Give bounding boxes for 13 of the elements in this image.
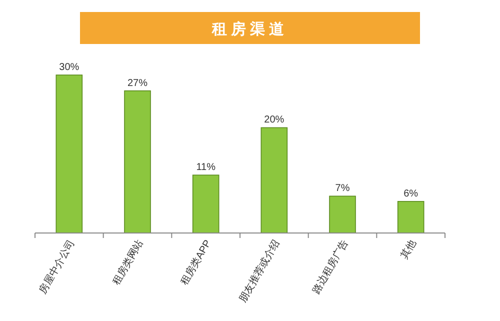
x-tick-label: 朋友推荐或介绍 (236, 238, 282, 304)
title: 租房渠道 (80, 12, 420, 44)
x-tick-label: 租房类网站 (110, 238, 146, 288)
data-label: 20% (264, 114, 284, 126)
data-label: 7% (335, 183, 350, 194)
data-label: 6% (404, 188, 418, 200)
x-tick-label: 其他 (398, 238, 419, 262)
x-tick-label: 房屋中介公司 (36, 238, 78, 296)
data-label: 27% (127, 78, 148, 89)
data-label: 30% (59, 62, 80, 73)
x-tick-label: 路边租房广告 (310, 238, 350, 296)
data-label: 11% (196, 162, 216, 174)
chart-title: 租房渠道 (211, 20, 288, 38)
